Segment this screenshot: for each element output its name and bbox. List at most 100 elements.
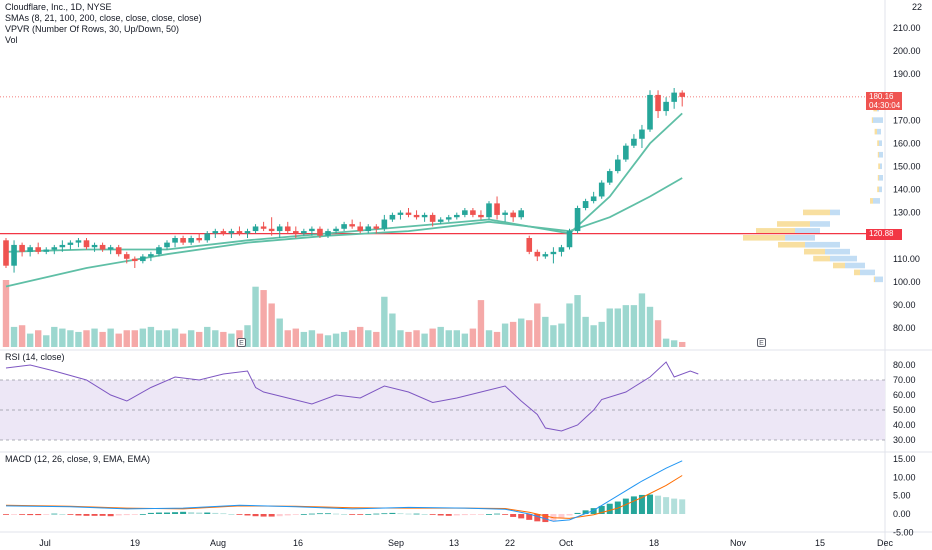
symbol-title[interactable]: Cloudflare, Inc., 1D, NYSE [5, 2, 112, 12]
volume-bar [542, 316, 549, 347]
macd-histogram-bar [43, 514, 50, 515]
candle-body [671, 92, 677, 102]
volume-bar [75, 331, 82, 347]
vpvr-indicator-label[interactable]: VPVR (Number Of Rows, 30, Up/Down, 50) [5, 24, 180, 34]
volume-bar [131, 330, 138, 347]
volume-indicator-label[interactable]: Vol [5, 35, 18, 45]
vpvr-row-down [810, 221, 830, 227]
candle-body [494, 203, 500, 215]
macd-histogram-bar [155, 512, 162, 514]
macd-histogram-bar [655, 495, 662, 514]
candle-body [180, 238, 186, 243]
volume-bar [2, 280, 10, 347]
rsi-indicator-label[interactable]: RSI (14, close) [5, 352, 65, 362]
volume-bar [59, 328, 66, 347]
macd-histogram-bar [115, 514, 122, 516]
candle-body [663, 101, 669, 112]
price-axis-tick: 160.00 [893, 138, 921, 148]
candle-body [27, 247, 33, 252]
macd-axis-tick: -5.00 [893, 527, 914, 537]
vpvr-row-up [871, 117, 873, 123]
vpvr-row-down [875, 276, 883, 283]
macd-histogram-bar [405, 513, 412, 515]
volume-bar [509, 321, 517, 347]
macd-histogram-bar [3, 514, 9, 515]
time-axis-tick: Aug [210, 538, 226, 548]
candle-body [325, 231, 331, 236]
candle-body [91, 244, 98, 248]
candle-body [148, 254, 154, 257]
vpvr-row-up [778, 241, 805, 248]
candle-body [188, 238, 194, 243]
volume-bar [397, 330, 404, 347]
macd-histogram-bar [107, 514, 114, 517]
price-axis-tick: 140.00 [893, 185, 921, 195]
rsi-axis-tick: 30.00 [893, 435, 916, 445]
candle-body [542, 254, 549, 257]
macd-histogram-bar [638, 494, 645, 514]
volume-bar [654, 320, 662, 347]
macd-histogram-bar [534, 514, 541, 522]
earnings-event-icon[interactable]: E [757, 338, 766, 347]
vpvr-row-down [879, 175, 883, 181]
vpvr-row-down [873, 198, 880, 204]
volume-bar [670, 340, 678, 347]
candle-body [317, 228, 323, 236]
vpvr-row-down [830, 255, 857, 262]
time-axis-tick: Sep [388, 538, 404, 548]
macd-histogram-bar [19, 514, 26, 515]
macd-axis-tick: 0.00 [893, 509, 911, 519]
volume-bar [598, 321, 605, 347]
volume-bar [469, 328, 477, 347]
volume-bar [534, 303, 541, 347]
sma-indicator-label[interactable]: SMAs (8, 21, 100, 200, close, close, clo… [5, 13, 202, 23]
rsi-axis-tick: 40.00 [893, 420, 916, 430]
macd-histogram-bar [139, 514, 146, 515]
macd-histogram-bar [437, 514, 444, 516]
macd-line [5, 460, 683, 522]
volume-bar [220, 331, 227, 347]
macd-indicator-label[interactable]: MACD (12, 26, close, 9, EMA, EMA) [5, 454, 151, 464]
vpvr-row-down [879, 186, 882, 193]
volume-bar [638, 293, 646, 347]
volume-bar [139, 328, 147, 347]
candle-body [679, 92, 685, 97]
horizontal-line-price: 120.88 [869, 229, 894, 238]
earnings-event-icon[interactable]: E [237, 338, 246, 347]
macd-histogram-bar [421, 514, 428, 515]
macd-signal-line [5, 475, 683, 519]
volume-bar [91, 328, 98, 347]
volume-bar [340, 331, 348, 347]
macd-histogram-bar [502, 514, 509, 515]
macd-histogram-bar [236, 514, 243, 515]
candle-body [132, 258, 138, 262]
volume-bar [284, 330, 291, 347]
macd-histogram-bar [397, 513, 404, 515]
volume-bar [99, 331, 106, 347]
volume-bar [445, 330, 452, 347]
macd-histogram-bar [147, 512, 154, 514]
macd-histogram-bar [445, 514, 452, 516]
volume-bar [453, 330, 460, 347]
macd-histogram-bar [647, 494, 653, 514]
volume-bar [662, 338, 670, 347]
volume-bar [147, 326, 155, 347]
candle-body [631, 138, 637, 146]
vpvr-row-down [795, 228, 820, 234]
macd-histogram-bar [381, 513, 388, 515]
volume-bar [35, 330, 42, 347]
volume-bar [357, 326, 364, 347]
candle-body [99, 244, 106, 250]
time-axis-tick: 16 [293, 538, 303, 548]
candle-body [220, 231, 227, 234]
candle-body [59, 244, 66, 248]
vpvr-row-down [879, 151, 883, 158]
candle-body [196, 238, 202, 241]
macd-histogram-bar [453, 514, 460, 516]
macd-histogram-bar [268, 514, 275, 517]
volume-bar [485, 330, 493, 347]
volume-bar [107, 328, 114, 347]
candle-body [301, 231, 307, 234]
macd-histogram-bar [469, 514, 476, 515]
